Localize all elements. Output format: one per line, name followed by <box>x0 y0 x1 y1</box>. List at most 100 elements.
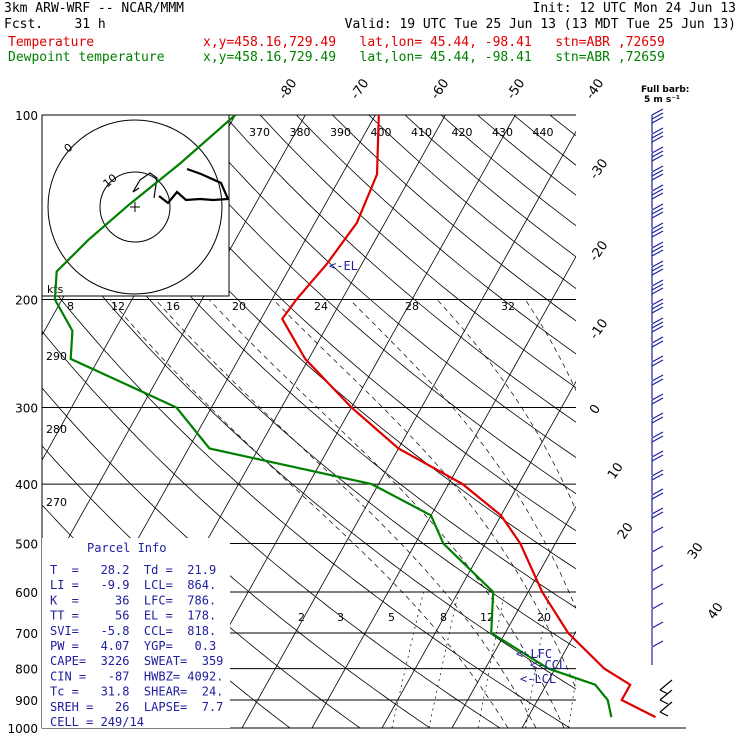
parcel-info-row: T = 28.2 Td = 21.9 <box>50 563 216 577</box>
mixing-ratio-line <box>625 592 643 728</box>
wind-barb <box>651 279 664 304</box>
theta-label: 380 <box>290 126 311 139</box>
moist-adiabat <box>208 299 565 728</box>
isotherm-line <box>451 505 576 728</box>
lfc-marker: <-LFC <box>516 647 552 661</box>
theta-e-label: 12 <box>111 300 125 313</box>
dry-adiabat <box>477 115 576 196</box>
theta-e-label: 16 <box>166 300 180 313</box>
pressure-tick-label: 1000 <box>7 722 38 736</box>
pressure-tick-label: 900 <box>15 694 38 708</box>
model-title: 3km ARW-WRF -- NCAR/MMM <box>4 1 185 16</box>
wind-barb <box>651 336 664 361</box>
parcel-info-row: PW = 4.07 YGP= 0.3 <box>50 639 216 653</box>
parcel-info-box: Parcel Info T = 28.2 Td = 21.9LI = -9.9 … <box>42 538 230 729</box>
parcel-info-row: SREH = 26 LAPSE= 7.7 <box>50 700 223 714</box>
wind-barb <box>651 108 664 133</box>
parcel-info-row: CAPE= 3226 SWEAT= 359 <box>50 654 223 668</box>
dry-adiabat <box>151 115 576 495</box>
wind-barb <box>651 507 664 532</box>
pressure-tick-label: 800 <box>15 663 38 677</box>
valid-time: Valid: 19 UTC Tue 25 Jun 13 (13 MDT Tue … <box>344 17 736 32</box>
wind-barb <box>651 640 664 665</box>
wind-barb <box>651 545 664 570</box>
pressure-tick-label: 200 <box>15 294 38 308</box>
dry-adiabat <box>42 115 576 609</box>
barb-note-line2: 5 m s⁻¹ <box>644 95 680 105</box>
wind-barb <box>651 450 664 475</box>
isotherm-label: -70 <box>348 76 372 102</box>
parcel-info-row: K = 36 LFC= 786. <box>50 593 216 607</box>
wind-barb <box>651 488 664 513</box>
pressure-tick-label: 100 <box>15 109 38 123</box>
wind-barb <box>651 431 664 456</box>
wind-barb <box>651 146 664 171</box>
pressure-tick-label: 700 <box>15 627 38 641</box>
theta-lower-label: 280 <box>46 423 67 436</box>
theta-label: 430 <box>492 126 513 139</box>
theta-lower-label: 270 <box>46 496 67 509</box>
wind-barb <box>659 701 673 717</box>
dewpoint-location: x,y=458.16,729.49 lat,lon= 45.44, -98.41… <box>203 50 665 65</box>
theta-label: 390 <box>330 126 351 139</box>
dry-adiabat <box>42 166 576 649</box>
dry-adiabat <box>42 275 571 728</box>
isotherm-line <box>732 115 740 728</box>
isotherm-label: -40 <box>583 76 607 102</box>
wind-barb <box>651 621 664 646</box>
isotherm-label: -20 <box>587 238 611 264</box>
parcel-info-title: Parcel Info <box>87 541 166 555</box>
mixing-ratio-label: 5 <box>388 611 395 624</box>
isotherm-label: -50 <box>504 76 528 102</box>
pressure-tick-label: 400 <box>15 478 38 492</box>
isotherm-label: -30 <box>587 156 611 182</box>
wind-barb <box>651 393 664 418</box>
isotherm-label: -10 <box>587 316 611 342</box>
ccl-marker: <-CCL <box>530 658 566 672</box>
dry-adiabat <box>259 115 576 389</box>
wind-barb <box>651 241 664 266</box>
theta-e-label: 20 <box>232 300 246 313</box>
dewpoint-legend: Dewpoint temperature <box>8 50 165 65</box>
barb-note-line1: Full barb: <box>641 85 689 95</box>
wind-barb <box>651 298 664 323</box>
mixing-ratio-line <box>568 676 576 728</box>
hodograph-trace <box>158 167 230 205</box>
wind-barb <box>651 412 664 437</box>
dry-adiabat <box>42 220 576 690</box>
theta-label: 440 <box>533 126 554 139</box>
temperature-location: x,y=458.16,729.49 lat,lon= 45.44, -98.41… <box>203 35 665 50</box>
isotherm-line <box>311 255 576 728</box>
dry-adiabat <box>223 115 576 423</box>
wind-barb <box>651 355 664 380</box>
isotherm-label: 0 <box>587 402 604 417</box>
dewpoint-profile <box>53 114 613 718</box>
isotherm-line <box>662 115 740 728</box>
isotherm-label: 30 <box>685 540 707 562</box>
dry-adiabat <box>549 115 576 137</box>
theta-e-label: 8 <box>67 300 74 313</box>
mixing-ratio-label: 12 <box>480 611 494 624</box>
isotherm-line <box>381 380 576 728</box>
parcel-info-row: CELL = 249/14 <box>50 715 144 729</box>
isotherm-line <box>241 130 576 728</box>
mixing-ratio-label: 20 <box>537 611 551 624</box>
sounding-profiles <box>53 114 656 719</box>
dry-adiabat <box>187 115 576 458</box>
theta-label: 370 <box>249 126 270 139</box>
mixing-ratio-label: 2 <box>298 611 305 624</box>
theta-e-label: 28 <box>405 300 419 313</box>
isotherm-line <box>592 115 740 728</box>
dry-adiabat <box>513 115 576 166</box>
pressure-tick-label: 300 <box>15 401 38 415</box>
forecast-hour: Fcst. 31 h <box>4 17 106 32</box>
theta-label: 400 <box>371 126 392 139</box>
parcel-info-row: TT = 56 EL = 178. <box>50 609 216 623</box>
isotherm-label: 10 <box>605 460 627 482</box>
pressure-tick-label: 500 <box>15 537 38 551</box>
wind-barb <box>651 526 664 551</box>
wind-barb <box>651 260 664 285</box>
isotherm-label: -80 <box>276 76 300 102</box>
isotherm-line <box>42 115 306 586</box>
